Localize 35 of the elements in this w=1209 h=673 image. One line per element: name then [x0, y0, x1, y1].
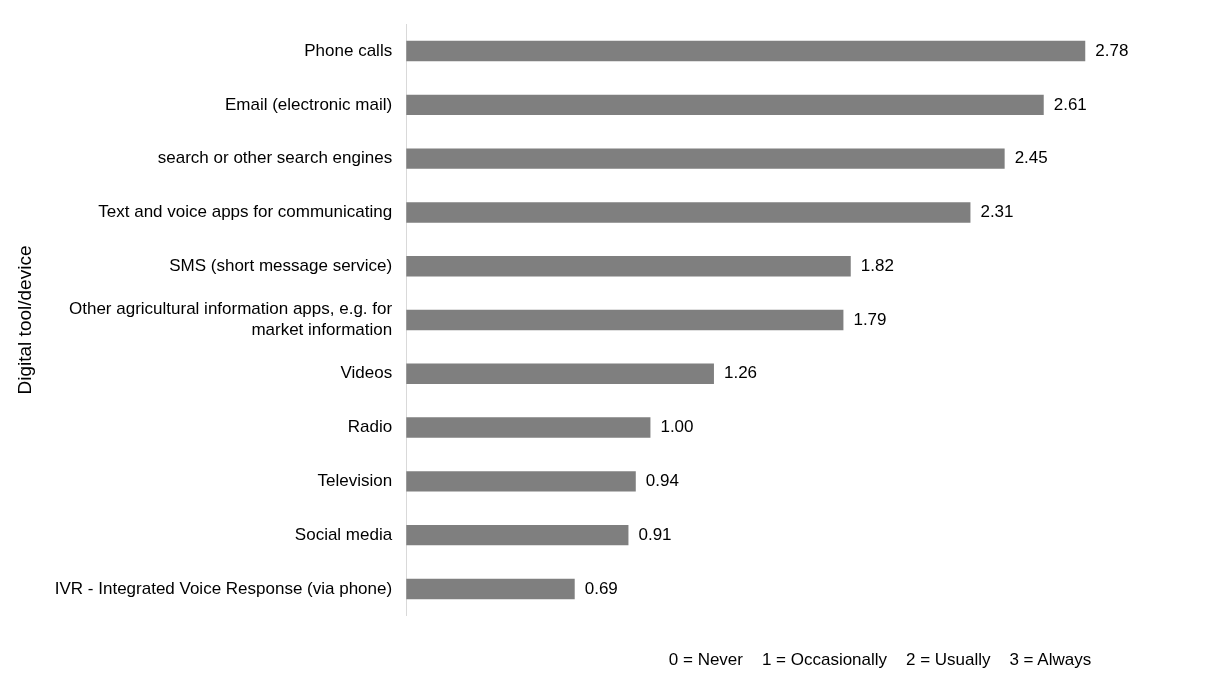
bar [406, 256, 851, 277]
bar [406, 417, 651, 438]
data-label: 0.69 [584, 578, 618, 598]
y-tick-label: IVR - Integrated Voice Response (via phone) [54, 578, 393, 598]
data-label: 2.78 [1095, 40, 1129, 60]
data-label: 0.94 [645, 471, 679, 491]
y-tick-label: Videos [340, 363, 393, 383]
bar [406, 524, 629, 546]
bar [406, 148, 1005, 169]
data-label: 2.45 [1014, 148, 1048, 168]
bar [406, 309, 844, 331]
data-label: 2.31 [980, 202, 1014, 222]
data-label: 1.79 [853, 309, 887, 329]
bar [406, 471, 636, 492]
bar [406, 202, 971, 223]
y-tick-label: Text and voice apps for communicating [98, 202, 393, 222]
data-label: 1.00 [660, 417, 694, 437]
y-tick-label: Other agricultural information apps, e.g. for market information [68, 299, 393, 339]
y-tick-label: Radio [347, 417, 393, 437]
y-tick-label: search or other search engines [157, 148, 393, 168]
y-tick-label: SMS (short message service) [169, 255, 393, 275]
bar [406, 363, 714, 384]
data-label: 1.26 [723, 363, 758, 383]
y-tick-label: Social media [294, 524, 393, 544]
y-tick-label: Phone calls [304, 40, 393, 60]
data-label: 0.91 [638, 524, 672, 544]
bar [406, 40, 1086, 62]
y-tick-label: Email (electronic mail) [224, 94, 393, 114]
bar [406, 94, 1044, 116]
bar [406, 578, 575, 600]
y-axis-title: Digital tool/device [13, 245, 35, 395]
text: 0 = Never 1 = Occasionally 2 = Usually 3 = Always [667, 650, 1093, 670]
y-tick-label: Television [317, 471, 393, 491]
data-label: 1.82 [860, 255, 894, 275]
data-label: 2.61 [1053, 94, 1087, 114]
